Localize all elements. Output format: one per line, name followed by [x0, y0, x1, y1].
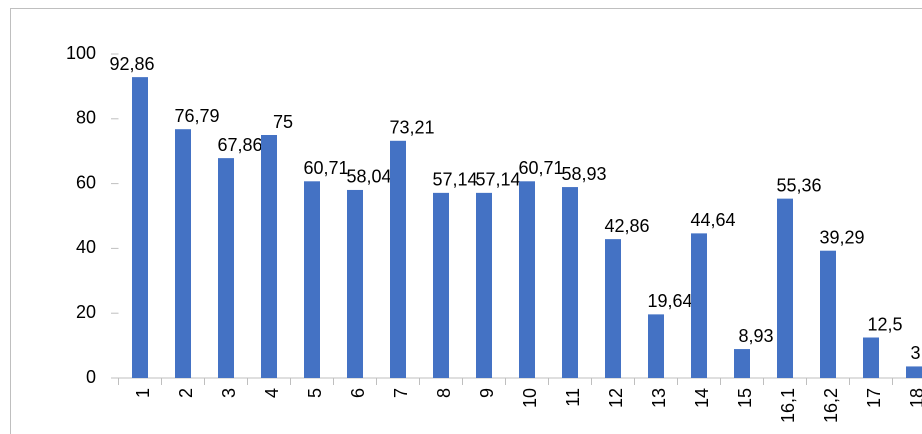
data-label: 42,86: [604, 216, 649, 236]
x-tick-label: 2: [176, 388, 196, 398]
data-label: 8,93: [738, 326, 773, 346]
x-tick-label: 7: [391, 388, 411, 398]
x-tick-label: 11: [563, 388, 583, 407]
x-tick-label: 15: [735, 388, 755, 408]
y-tick-label: 60: [76, 172, 96, 192]
data-label: 57,14: [475, 170, 520, 190]
data-label: 3,57: [910, 343, 922, 363]
y-tick-label: 40: [76, 237, 96, 257]
data-label: 12,5: [867, 314, 902, 334]
x-tick-label: 14: [692, 388, 712, 408]
data-label: 44,64: [690, 210, 735, 230]
y-tick-label: 80: [76, 108, 96, 128]
x-tick-label: 5: [305, 388, 325, 398]
bar: [261, 135, 277, 378]
y-tick-label: 20: [76, 302, 96, 322]
bar: [433, 192, 449, 378]
data-label: 60,71: [303, 158, 348, 178]
bar: [132, 77, 148, 378]
data-label: 75: [273, 112, 293, 132]
data-label: 19,64: [647, 291, 692, 311]
data-label: 57,14: [432, 170, 477, 190]
bar: [906, 366, 922, 378]
data-label: 73,21: [389, 118, 434, 138]
data-label: 55,36: [776, 175, 821, 195]
bar: [605, 239, 621, 378]
data-label: 60,71: [518, 158, 563, 178]
bar: [476, 192, 492, 378]
bar: [390, 140, 406, 378]
bar: [863, 337, 879, 378]
x-tick-label: 9: [477, 388, 497, 398]
bar: [304, 181, 320, 378]
bar: [562, 187, 578, 378]
bar: [175, 129, 191, 378]
x-tick-label: 13: [649, 388, 669, 408]
x-tick-label: 17: [864, 388, 884, 408]
bar: [734, 349, 750, 378]
y-tick-label: 0: [86, 367, 96, 387]
data-label: 92,86: [109, 54, 154, 74]
x-tick-label: 16,2: [821, 388, 841, 423]
chart-frame: [10, 8, 922, 434]
bar: [347, 189, 363, 378]
x-tick-label: 3: [219, 388, 239, 398]
data-label: 67,86: [217, 135, 262, 155]
x-tick-label: 8: [434, 388, 454, 398]
x-tick-label: 18: [907, 388, 922, 408]
y-tick-label: 100: [66, 43, 96, 63]
x-tick-label: 10: [520, 388, 540, 408]
x-tick-label: 12: [606, 388, 626, 408]
x-tick-label: 6: [348, 388, 368, 398]
x-tick-label: 1: [133, 388, 153, 398]
data-label: 39,29: [819, 227, 864, 247]
bar: [820, 250, 836, 378]
x-tick-label: 16,1: [778, 388, 798, 423]
bar: [777, 198, 793, 378]
bar: [519, 181, 535, 378]
data-label: 76,79: [174, 106, 219, 126]
bar: [691, 233, 707, 378]
x-tick-label: 4: [262, 388, 282, 398]
data-label: 58,93: [561, 164, 606, 184]
data-label: 58,04: [346, 167, 391, 187]
bar: [648, 314, 664, 378]
bar: [218, 158, 234, 378]
